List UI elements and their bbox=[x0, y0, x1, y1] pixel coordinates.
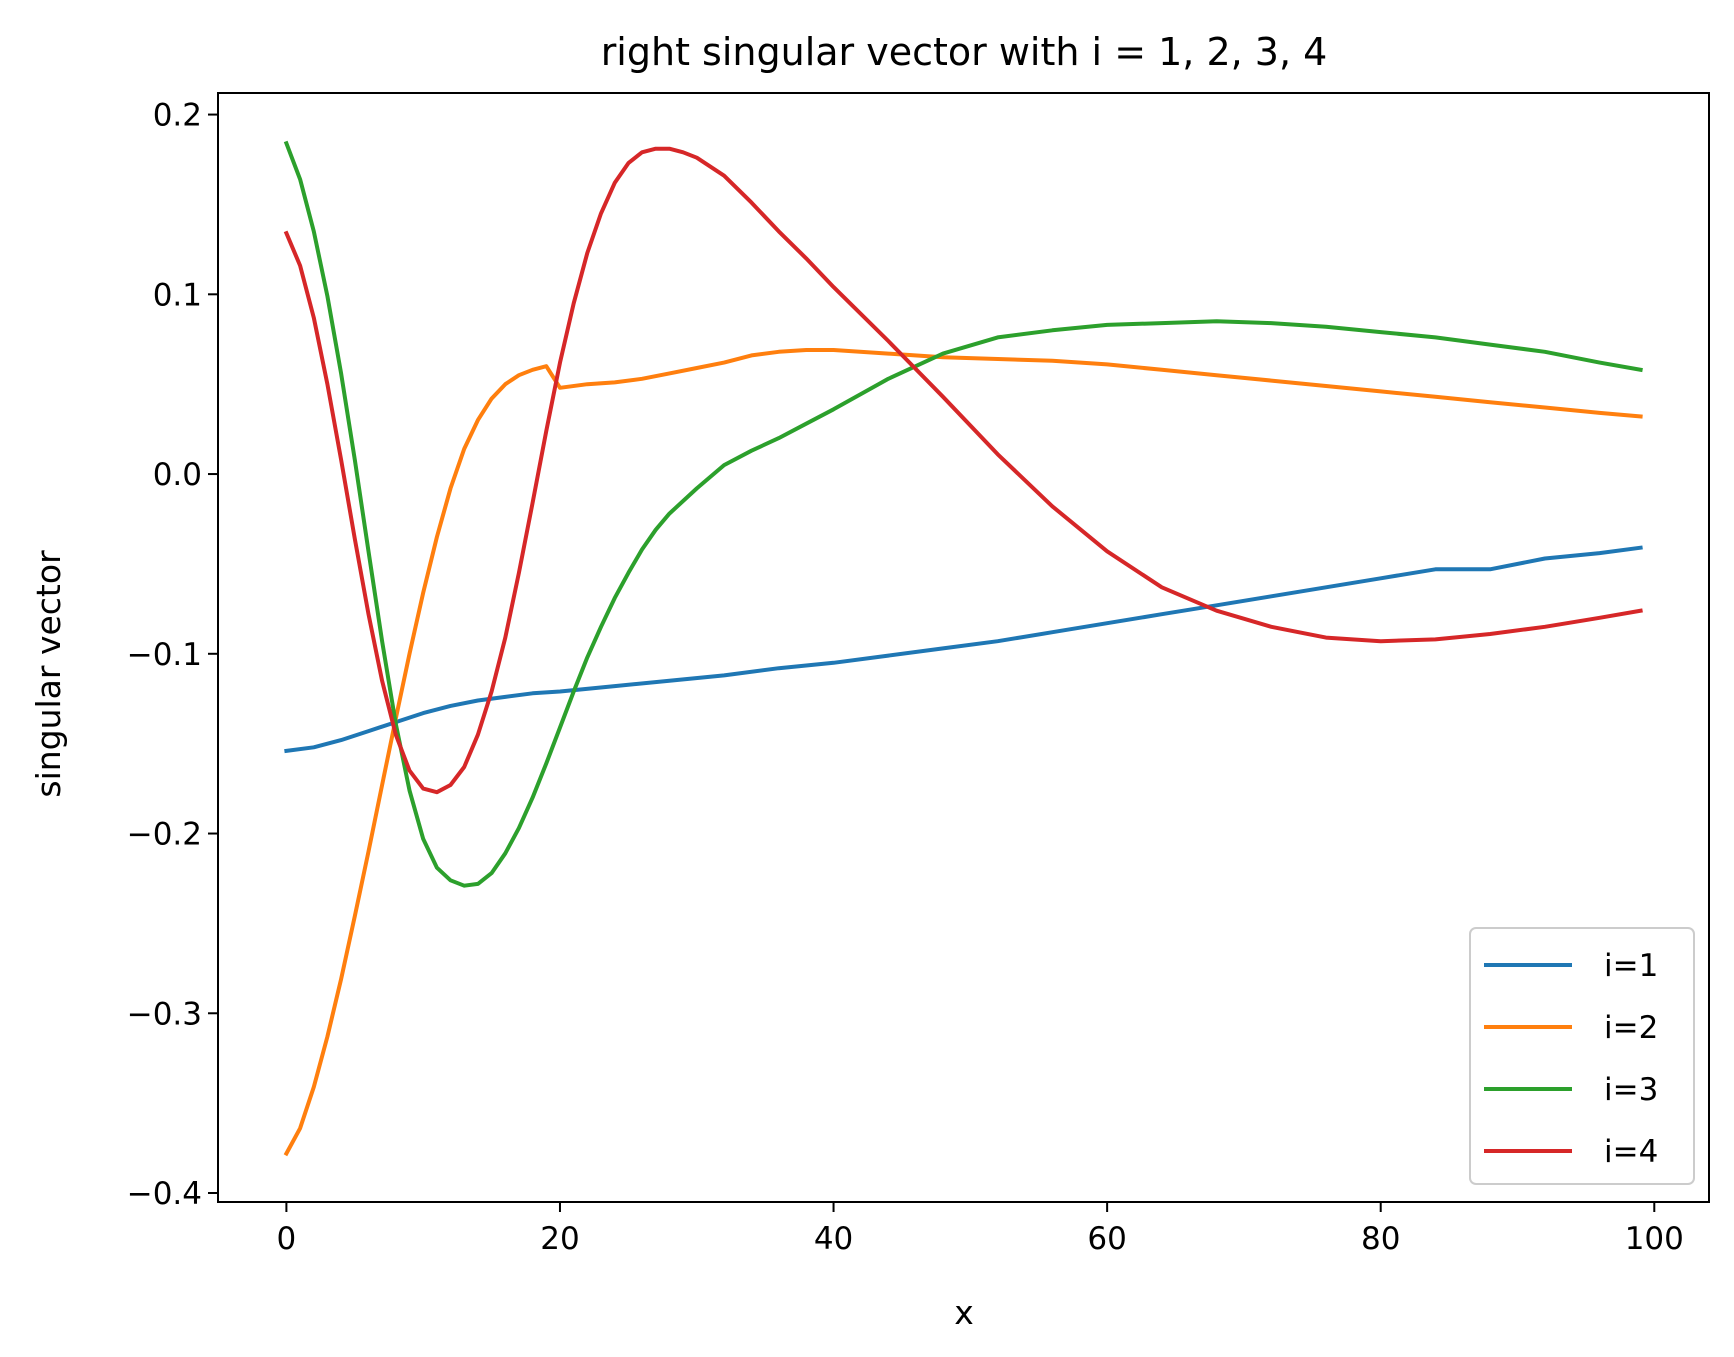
plot-frame bbox=[217, 92, 1710, 1203]
x-tick-label: 20 bbox=[540, 1221, 579, 1257]
series-line-2 bbox=[283, 348, 1643, 1157]
y-tick-label: 0.1 bbox=[153, 277, 202, 313]
x-tick-label: 100 bbox=[1625, 1221, 1684, 1257]
y-axis: −0.4 −0.3 −0.2 −0.1 0.0 0.1 0.2 bbox=[127, 98, 218, 1212]
x-tick-label: 40 bbox=[814, 1221, 853, 1257]
y-tick-label: −0.3 bbox=[127, 996, 202, 1032]
series-line-3 bbox=[283, 140, 1643, 888]
legend-label-2: i=2 bbox=[1604, 1010, 1658, 1046]
legend-label-3: i=3 bbox=[1604, 1072, 1658, 1108]
y-tick-label: 0.2 bbox=[153, 98, 202, 134]
y-axis-label: singular vector bbox=[29, 550, 68, 798]
x-axis-label: x bbox=[954, 1293, 974, 1332]
y-tick-label: −0.4 bbox=[127, 1176, 202, 1212]
x-axis: 0 20 40 60 80 100 bbox=[277, 1202, 1684, 1257]
legend: i=1 i=2 i=3 i=4 bbox=[1469, 927, 1695, 1185]
plot-area bbox=[217, 92, 1710, 1203]
chart-title: right singular vector with i = 1, 2, 3, … bbox=[601, 30, 1328, 74]
x-tick-label: 0 bbox=[277, 1221, 297, 1257]
x-tick-label: 80 bbox=[1361, 1221, 1400, 1257]
series-line-1 bbox=[284, 545, 1643, 754]
y-tick-label: −0.1 bbox=[127, 637, 202, 673]
legend-label-1: i=1 bbox=[1604, 948, 1658, 984]
legend-box bbox=[1469, 927, 1695, 1185]
series-line-4 bbox=[283, 146, 1643, 795]
y-tick-label: 0.0 bbox=[153, 457, 202, 493]
legend-label-4: i=4 bbox=[1604, 1134, 1658, 1170]
y-tick-label: −0.2 bbox=[127, 817, 202, 853]
x-tick-label: 60 bbox=[1087, 1221, 1126, 1257]
